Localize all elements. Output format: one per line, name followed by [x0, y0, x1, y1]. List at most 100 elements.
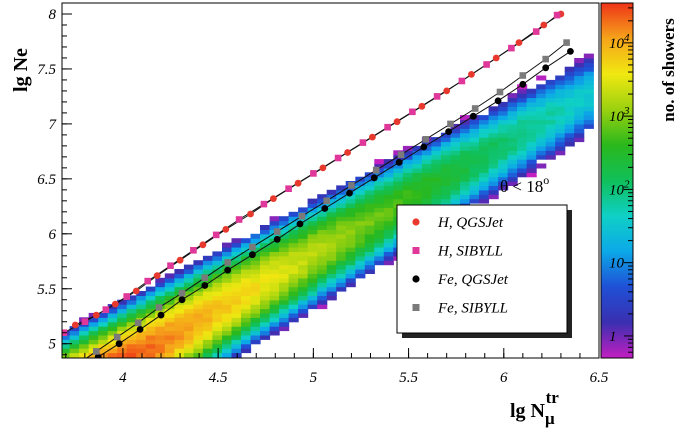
- heatmap-cell: [488, 115, 499, 121]
- heatmap-cell: [326, 198, 337, 204]
- heatmap-cell: [279, 220, 290, 226]
- heatmap-cell: [364, 189, 375, 195]
- heatmap-cell: [107, 326, 118, 332]
- heatmap-cell: [545, 132, 556, 138]
- heatmap-cell: [164, 348, 175, 354]
- data-point: [176, 256, 184, 264]
- heatmap-cell: [545, 115, 556, 121]
- heatmap-cell: [212, 334, 223, 340]
- heatmap-cell: [498, 185, 509, 191]
- heatmap-cell: [326, 238, 337, 244]
- heatmap-cell: [479, 154, 490, 160]
- heatmap-cell: [545, 79, 556, 85]
- heatmap-cell: [307, 277, 318, 283]
- heatmap-cell: [250, 291, 261, 296]
- heatmap-cell: [298, 229, 309, 235]
- heatmap-cell: [174, 343, 185, 349]
- heatmap-cell: [164, 308, 175, 314]
- heatmap-cell: [212, 348, 223, 354]
- heatmap-cell: [136, 339, 147, 345]
- heatmap-cell: [231, 339, 242, 345]
- heatmap-cell: [564, 79, 575, 85]
- heatmap-cell: [307, 198, 318, 204]
- heatmap-cell: [241, 251, 252, 257]
- heatmap-cell: [526, 88, 537, 94]
- heatmap-cell: [545, 84, 556, 90]
- heatmap-cell: [431, 194, 442, 200]
- heatmap-cell: [507, 181, 518, 186]
- heatmap-cell: [279, 326, 290, 332]
- heatmap-cell: [279, 216, 290, 222]
- heatmap-cell: [79, 348, 90, 354]
- heatmap-cell: [279, 264, 290, 270]
- heatmap-cell: [250, 330, 261, 336]
- heatmap-cell: [526, 97, 537, 103]
- data-point: [157, 311, 165, 319]
- heatmap-cell: [383, 189, 394, 195]
- heatmap-cell: [326, 233, 337, 239]
- y-tick-label: 6: [49, 227, 57, 243]
- heatmap-cell: [364, 251, 375, 257]
- heatmap-cell: [421, 194, 432, 200]
- heatmap-cell: [269, 295, 280, 301]
- heatmap-cell: [79, 343, 90, 349]
- heatmap-cell: [336, 277, 347, 283]
- heatmap-cell: [183, 339, 194, 345]
- heatmap-cell: [364, 225, 375, 230]
- heatmap-cell: [498, 172, 509, 178]
- y-tick-label: 8: [49, 7, 57, 23]
- heatmap-cell: [107, 304, 118, 310]
- heatmap-cell: [374, 189, 385, 195]
- heatmap-cell: [326, 251, 337, 257]
- heatmap-cell: [545, 119, 556, 125]
- heatmap-cell: [488, 128, 499, 134]
- heatmap-cell: [564, 106, 575, 112]
- heatmap-cell: [241, 334, 252, 340]
- heatmap-cell: [183, 352, 194, 358]
- legend-label: Fe, SIBYLL: [437, 301, 508, 317]
- data-point: [212, 231, 220, 239]
- heatmap-cell: [298, 277, 309, 283]
- heatmap-cell: [279, 312, 290, 318]
- data-point: [201, 274, 209, 282]
- heatmap-cell: [269, 326, 280, 332]
- heatmap-cell: [183, 321, 194, 327]
- heatmap-cell: [202, 348, 213, 354]
- heatmap-cell: [279, 255, 290, 261]
- heatmap-cell: [136, 352, 147, 358]
- heatmap-cell: [336, 247, 347, 252]
- heatmap-cell: [374, 176, 385, 182]
- heatmap-cell: [117, 304, 128, 310]
- heatmap-cell: [88, 334, 99, 340]
- heatmap-cell: [126, 308, 137, 314]
- heatmap-cell: [136, 330, 147, 336]
- heatmap-cell: [526, 115, 537, 121]
- heatmap-cell: [193, 299, 204, 305]
- data-point: [285, 185, 292, 192]
- heatmap-cell: [545, 93, 556, 99]
- heatmap-cell: [260, 321, 271, 327]
- heatmap-cell: [202, 295, 213, 301]
- heatmap-cell: [250, 295, 261, 301]
- heatmap-cell: [507, 119, 518, 125]
- x-axis-title-main: lg N: [510, 400, 546, 422]
- heatmap-cell: [536, 163, 547, 169]
- heatmap-cell: [202, 330, 213, 336]
- heatmap-cell: [450, 163, 461, 169]
- heatmap-cell: [583, 53, 594, 59]
- data-point: [323, 197, 330, 205]
- heatmap-cell: [336, 282, 347, 288]
- heatmap-cell: [288, 317, 299, 323]
- colorbar-tick-label: 102: [609, 178, 630, 198]
- heatmap-cell: [383, 255, 394, 261]
- heatmap-cell: [222, 255, 233, 261]
- data-point: [298, 212, 306, 220]
- heatmap-cell: [231, 277, 242, 283]
- heatmap-cell: [107, 308, 118, 314]
- heatmap-cell: [412, 150, 423, 156]
- heatmap-cell: [336, 242, 347, 248]
- heatmap-cell: [98, 330, 109, 336]
- heatmap-cell: [107, 317, 118, 323]
- heatmap-cell: [431, 163, 442, 169]
- heatmap-cell: [136, 334, 147, 340]
